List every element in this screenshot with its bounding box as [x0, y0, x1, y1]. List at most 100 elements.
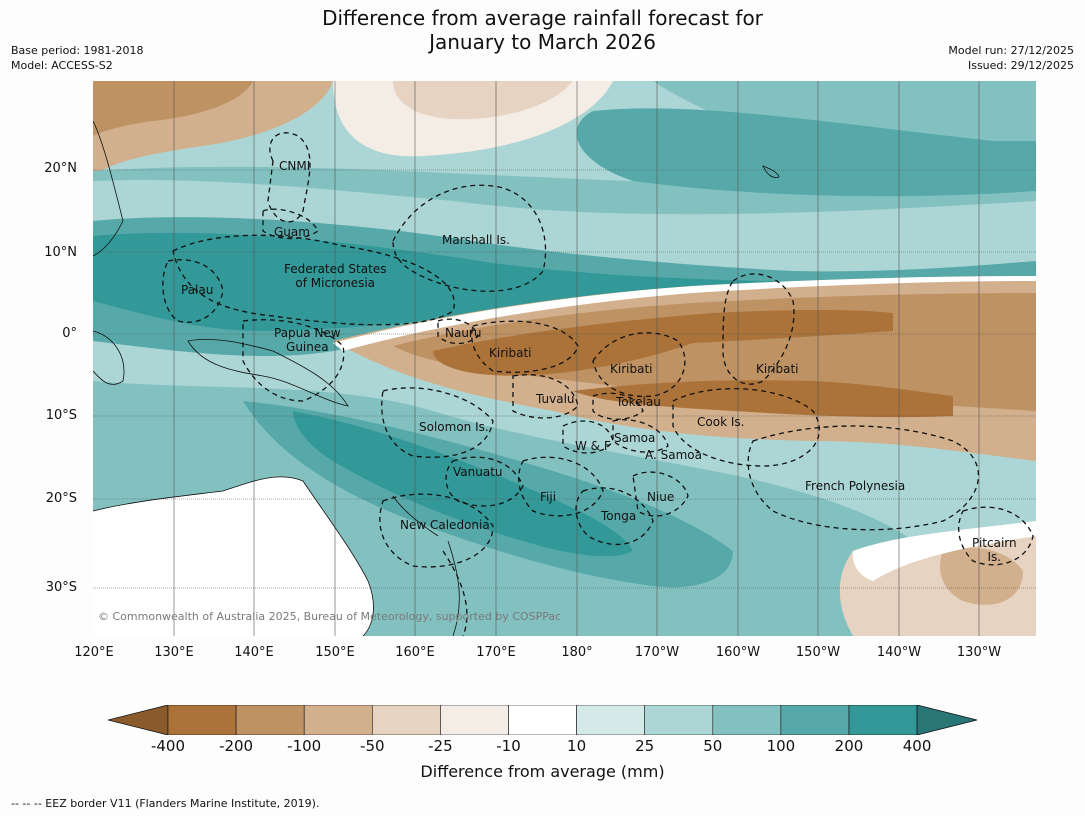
map-title: Difference from average rainfall forecas… [0, 6, 1085, 54]
lon-label-140w: 140°W [876, 645, 922, 660]
coast-indonesia [93, 330, 125, 385]
colorbar-segment [848, 705, 918, 735]
lat-label-10s: 10°S [45, 408, 77, 423]
colorbar-segment [644, 705, 714, 735]
eez-cook [672, 388, 820, 467]
place-label-american-samoa: A. Samoa [645, 448, 702, 462]
colorbar-segment [303, 705, 373, 735]
field-eq-edge [333, 276, 1036, 351]
lon-label-150w: 150°W [795, 645, 841, 660]
lon-label-170w: 170°W [634, 645, 680, 660]
eez-new-zealand [442, 550, 468, 636]
lon-label-120e: 120°E [74, 645, 114, 660]
place-label-vanuatu: Vanuatu [453, 465, 503, 479]
colorbar-tick-label: 100 [766, 737, 796, 755]
lon-label-140e: 140°E [234, 645, 274, 660]
colorbar-tick-label: 25 [635, 737, 655, 755]
colorbar-tick-label: 200 [834, 737, 864, 755]
colorbar-tick-label: -400 [150, 737, 186, 755]
lon-label-170e: 170°E [476, 645, 516, 660]
place-label-cook: Cook Is. [697, 415, 745, 429]
eez-french-polynesia [747, 425, 980, 531]
base-period: Base period: 1981-2018 [11, 44, 144, 57]
colorbar-segments [167, 705, 918, 735]
eez-solomon [381, 387, 494, 458]
place-label-new-caledonia: New Caledonia [400, 518, 490, 532]
place-label-kiribati-west: Kiribati [489, 346, 532, 360]
rainfall-map [93, 81, 1036, 636]
eez-vanuatu [445, 456, 524, 507]
eez-kiribati-phoenix [592, 332, 686, 398]
place-label-kiribati-east: Kiribati [756, 362, 799, 376]
colorbar-segment [235, 705, 305, 735]
eez-palau [162, 259, 224, 323]
coast-new-caledonia [392, 495, 439, 537]
field-eq-dry-core-2 [573, 380, 953, 418]
eez-fsm [172, 234, 455, 326]
eez-nauru [437, 318, 479, 345]
place-label-fsm: Federated States of Micronesia [284, 262, 387, 290]
place-label-tuvalu: Tuvalu [536, 392, 575, 406]
place-label-palau: Palau [181, 283, 214, 297]
colorbar-arrow-high [916, 705, 978, 735]
lat-label-0: 0° [62, 326, 77, 341]
place-label-solomon: Solomon Is. [419, 420, 489, 434]
eez-tonga [575, 487, 654, 546]
title-line-2: January to March 2026 [429, 30, 656, 54]
eez-borders [162, 132, 1034, 636]
lat-label-20s: 20°S [45, 491, 77, 506]
place-label-wallis-futuna: W & F [575, 439, 611, 453]
colorbar-arrow-low [108, 705, 169, 735]
field-eq-dry-core [433, 310, 893, 376]
colorbar-segment [167, 705, 237, 735]
eez-kiribati-gilbert [471, 320, 579, 373]
place-label-guam: Guam [274, 225, 310, 239]
place-label-marshall: Marshall Is. [442, 233, 510, 247]
eez-tokelau [592, 392, 644, 420]
lon-label-130e: 130°E [154, 645, 194, 660]
eez-samoa [612, 419, 669, 453]
eez-niue [632, 471, 689, 517]
eez-png [242, 319, 345, 402]
eez-marshall [392, 184, 547, 292]
eez-new-caledonia [379, 493, 494, 568]
copyright-notice: © Commonwealth of Australia 2025, Bureau… [98, 610, 562, 623]
place-label-french-polynesia: French Polynesia [805, 479, 906, 493]
model-run: Model run: 27/12/2025 [948, 44, 1074, 57]
lat-label-30s: 30°S [45, 580, 77, 595]
issued-date: Issued: 29/12/2025 [967, 59, 1074, 72]
rainfall-anomaly-field [93, 81, 1036, 636]
colorbar-segment [371, 705, 441, 735]
lat-label-10n: 10°N [44, 245, 77, 260]
title-line-1: Difference from average rainfall forecas… [322, 6, 763, 30]
eez-pitcairn [958, 506, 1034, 566]
eez-wallis-futuna [562, 420, 614, 454]
lon-label-150e: 150°E [315, 645, 355, 660]
colorbar-tick-label: -10 [496, 737, 521, 755]
meta-right: Model run: 27/12/2025 Issued: 29/12/2025 [948, 43, 1074, 73]
coast-philippines [93, 120, 124, 257]
place-label-samoa: Samoa [614, 431, 656, 445]
place-label-tonga: Tonga [601, 509, 637, 523]
lat-label-20n: 20°N [44, 161, 77, 176]
place-label-kiribati-central: Kiribati [610, 362, 653, 376]
meta-left: Base period: 1981-2018 Model: ACCESS-S2 [11, 43, 143, 73]
colorbar-tick-label: 400 [902, 737, 932, 755]
coast-australia [93, 476, 374, 636]
colorbar-tick-label: 10 [567, 737, 587, 755]
place-label-niue: Niue [647, 490, 675, 504]
field-sw-wet-core [293, 411, 633, 557]
field-se-neutral [852, 521, 1036, 581]
place-label-nauru: Nauru [445, 326, 482, 340]
colorbar-tick-label: -25 [428, 737, 453, 755]
lon-label-180: 180° [561, 645, 593, 660]
colorbar-segment [508, 705, 577, 735]
field-australia-land [93, 476, 374, 636]
lon-label-130w: 130°W [956, 645, 1002, 660]
coast-new-guinea [187, 338, 349, 407]
colorbar-segment [712, 705, 782, 735]
field-se-dry-core [939, 547, 1023, 605]
colorbar-tick-label: -100 [287, 737, 322, 755]
coast-new-zealand [447, 540, 460, 636]
lon-label-160w: 160°W [715, 645, 761, 660]
